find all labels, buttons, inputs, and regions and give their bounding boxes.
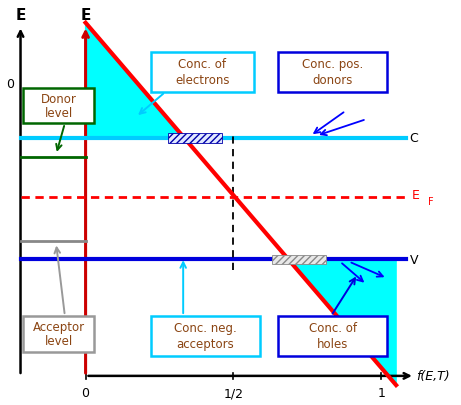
- Text: acceptors: acceptors: [177, 337, 234, 350]
- Text: donors: donors: [313, 74, 353, 87]
- Text: level: level: [45, 107, 73, 120]
- Text: holes: holes: [317, 337, 348, 350]
- Text: f(E,T): f(E,T): [416, 369, 450, 382]
- Polygon shape: [86, 23, 184, 139]
- FancyBboxPatch shape: [24, 88, 95, 124]
- FancyBboxPatch shape: [278, 316, 387, 356]
- Bar: [272, 255, 325, 264]
- Text: V: V: [410, 253, 418, 266]
- Text: Donor: Donor: [41, 93, 77, 106]
- Text: Acceptor: Acceptor: [33, 320, 85, 333]
- Text: 1: 1: [378, 386, 385, 399]
- FancyBboxPatch shape: [278, 53, 387, 93]
- Text: C: C: [410, 132, 419, 145]
- Text: level: level: [45, 335, 73, 347]
- FancyBboxPatch shape: [24, 316, 95, 352]
- Text: E: E: [15, 8, 26, 23]
- Text: electrons: electrons: [175, 74, 230, 87]
- Polygon shape: [289, 260, 396, 385]
- Text: Conc. of: Conc. of: [178, 58, 226, 71]
- Text: 0: 0: [6, 78, 15, 91]
- Text: Conc. pos.: Conc. pos.: [302, 58, 363, 71]
- FancyBboxPatch shape: [151, 53, 254, 93]
- Text: Conc. neg.: Conc. neg.: [174, 322, 237, 335]
- FancyBboxPatch shape: [151, 316, 260, 356]
- Text: 0: 0: [82, 386, 89, 399]
- Text: 1/2: 1/2: [224, 386, 243, 399]
- Bar: [168, 134, 222, 143]
- Text: F: F: [428, 196, 433, 206]
- Text: Conc. of: Conc. of: [308, 322, 356, 335]
- Text: E: E: [411, 188, 420, 201]
- Text: E: E: [80, 8, 91, 23]
